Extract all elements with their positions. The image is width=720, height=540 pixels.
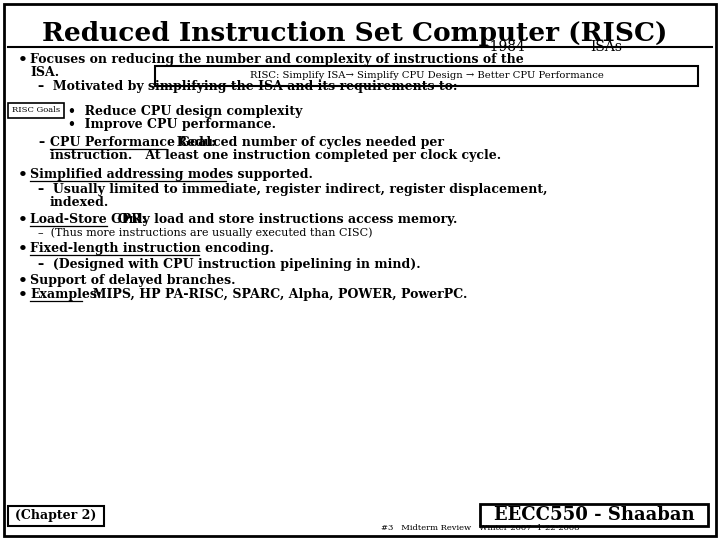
Text: Reduced Instruction Set Computer (RISC): Reduced Instruction Set Computer (RISC) [42,21,667,46]
Text: Load-Store GPR:: Load-Store GPR: [30,213,146,226]
Text: RISC Goals: RISC Goals [12,106,60,114]
Text: Reduced number of cycles needed per: Reduced number of cycles needed per [168,136,444,149]
Text: –: – [38,136,44,149]
Text: EECC550 - Shaaban: EECC550 - Shaaban [494,506,694,524]
Bar [8,506,104,526]
Bar [8,103,64,118]
Text: ISA.: ISA. [30,66,59,79]
Text: Support of delayed branches.: Support of delayed branches. [30,274,235,287]
Text: #3   Midterm Review   Winter 2007  1-22-2008: #3 Midterm Review Winter 2007 1-22-2008 [381,524,580,532]
Bar [155,66,698,86]
Text: Fixed-length instruction encoding.: Fixed-length instruction encoding. [30,242,274,255]
Text: Only load and store instructions access memory.: Only load and store instructions access … [109,213,457,226]
Text: Focuses on reducing the number and complexity of instructions of the: Focuses on reducing the number and compl… [30,53,523,66]
Text: RISC: Simplify ISA→ Simplify CPU Design → Better CPU Performance: RISC: Simplify ISA→ Simplify CPU Design … [250,71,604,79]
Text: •: • [18,242,28,256]
Text: indexed.: indexed. [50,196,109,209]
Text: •: • [18,274,28,288]
Text: Examples:: Examples: [30,288,102,301]
Text: –  Usually limited to immediate, register indirect, register displacement,: – Usually limited to immediate, register… [38,183,547,196]
Text: –  (Thus more instructions are usually executed than CISC): – (Thus more instructions are usually ex… [38,227,372,238]
Text: •  Reduce CPU design complexity: • Reduce CPU design complexity [68,105,302,118]
Text: (Chapter 2): (Chapter 2) [15,510,96,523]
Text: ISAs: ISAs [590,40,622,54]
Text: •: • [18,53,28,67]
Text: Simplified addressing modes supported.: Simplified addressing modes supported. [30,168,313,181]
Text: instruction.   At least one instruction completed per clock cycle.: instruction. At least one instruction co… [50,149,501,162]
Text: •: • [18,213,28,227]
Bar [480,504,708,526]
Text: •: • [18,288,28,302]
Text: CPU Performance Goal:: CPU Performance Goal: [50,136,216,149]
Text: •: • [18,168,28,182]
Text: •  Improve CPU performance.: • Improve CPU performance. [68,118,276,131]
Text: ~1984: ~1984 [478,40,525,54]
Text: MIPS, HP PA-RISC, SPARC, Alpha, POWER, PowerPC.: MIPS, HP PA-RISC, SPARC, Alpha, POWER, P… [84,288,467,301]
Text: –  Motivated by simplifying the ISA and its requirements to:: – Motivated by simplifying the ISA and i… [38,80,457,93]
Text: –  (Designed with CPU instruction pipelining in mind).: – (Designed with CPU instruction pipelin… [38,258,420,271]
